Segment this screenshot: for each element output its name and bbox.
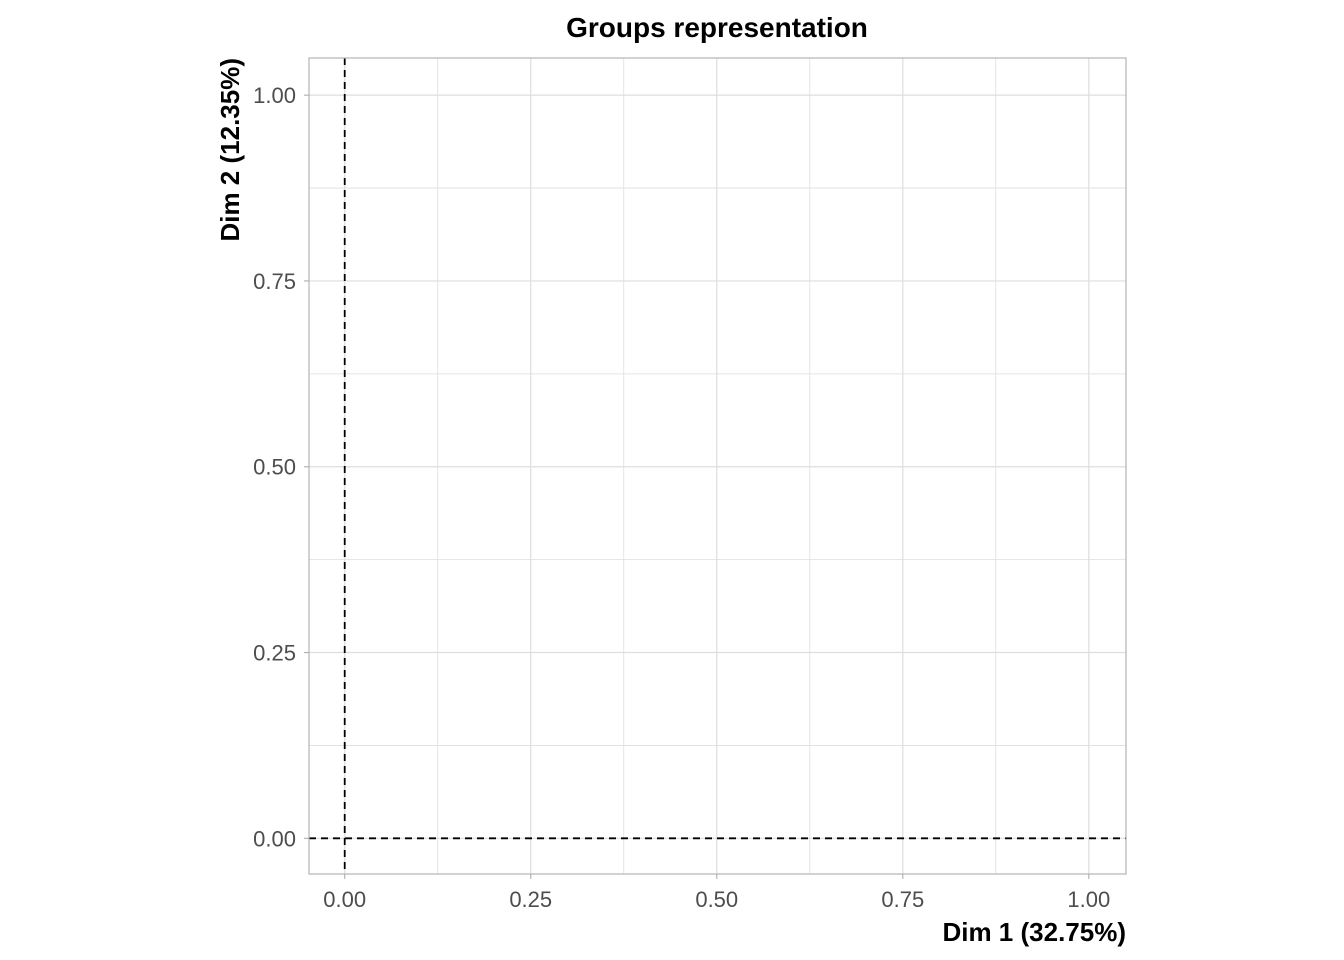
reference-lines bbox=[309, 58, 1126, 874]
x-tick-label: 0.25 bbox=[509, 887, 552, 912]
x-tick-label: 0.50 bbox=[695, 887, 738, 912]
x-tick-label: 0.00 bbox=[323, 887, 366, 912]
y-tick-label: 0.75 bbox=[253, 269, 296, 294]
major-gridlines bbox=[309, 58, 1126, 874]
x-axis-label: Dim 1 (32.75%) bbox=[942, 917, 1126, 947]
x-axis-ticks: 0.00 0.25 0.50 0.75 1.00 bbox=[323, 874, 1110, 912]
minor-gridlines bbox=[309, 58, 1126, 874]
y-tick-label: 0.00 bbox=[253, 826, 296, 851]
y-tick-label: 0.50 bbox=[253, 455, 296, 480]
x-tick-label: 1.00 bbox=[1067, 887, 1110, 912]
y-tick-label: 1.00 bbox=[253, 83, 296, 108]
y-tick-label: 0.25 bbox=[253, 641, 296, 666]
y-axis-label: Dim 2 (12.35%) bbox=[215, 58, 245, 242]
chart-title: Groups representation bbox=[566, 12, 868, 43]
panel-border bbox=[308, 57, 1127, 875]
x-tick-label: 0.75 bbox=[881, 887, 924, 912]
y-axis-ticks: 0.00 0.25 0.50 0.75 1.00 bbox=[253, 83, 309, 851]
